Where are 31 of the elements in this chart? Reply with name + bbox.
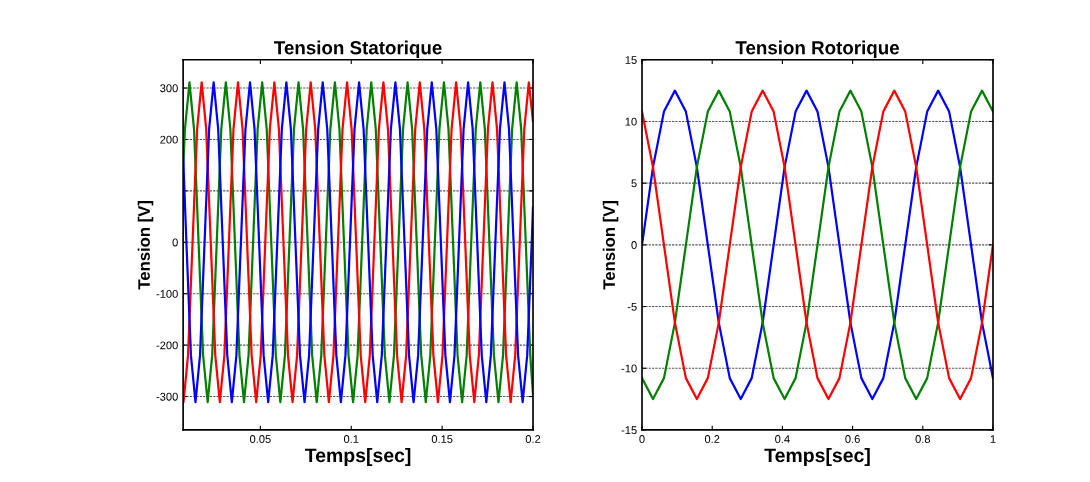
x-tick-label: 0.6 <box>845 435 860 443</box>
line-series <box>183 81 534 404</box>
x-axis-title: Temps[sec] <box>764 447 870 467</box>
x-tick-label: 0.05 <box>249 435 271 443</box>
y-tick-label: 200 <box>160 135 178 144</box>
x-axis-title: Temps[sec] <box>304 447 411 467</box>
y-tick-label: 300 <box>160 84 178 93</box>
line-series <box>642 89 993 401</box>
y-tick-label: -5 <box>627 302 637 311</box>
y-tick-label: -10 <box>621 364 637 373</box>
x-tick-label: 1 <box>990 435 996 443</box>
x-tick-label: 0.4 <box>775 435 790 443</box>
y-tick-label: 0 <box>172 238 178 247</box>
y-axis-title: Tension [V] <box>137 201 154 290</box>
y-tick-label: -300 <box>156 392 178 401</box>
y-tick-label: 10 <box>625 117 637 126</box>
x-tick-label: 0.2 <box>525 435 541 443</box>
x-tick-label: 0.2 <box>704 435 720 443</box>
x-tick-label: 0.15 <box>431 435 453 443</box>
y-tick-label: -100 <box>156 289 178 298</box>
x-tick-label: 0 <box>639 435 645 443</box>
x-tick-label: 0.8 <box>915 435 931 443</box>
y-tick-label: -15 <box>621 426 637 435</box>
y-axis-title: Tension [V] <box>602 201 619 290</box>
y-tick-label: 5 <box>631 179 637 188</box>
chart-title: Tension Rotorique <box>735 40 899 59</box>
y-tick-label: -200 <box>156 341 178 350</box>
y-tick-label: 15 <box>625 56 637 64</box>
chart-title: Tension Statorique <box>274 40 442 59</box>
y-tick-label: 0 <box>631 241 637 249</box>
x-tick-label: 0.1 <box>343 435 359 443</box>
